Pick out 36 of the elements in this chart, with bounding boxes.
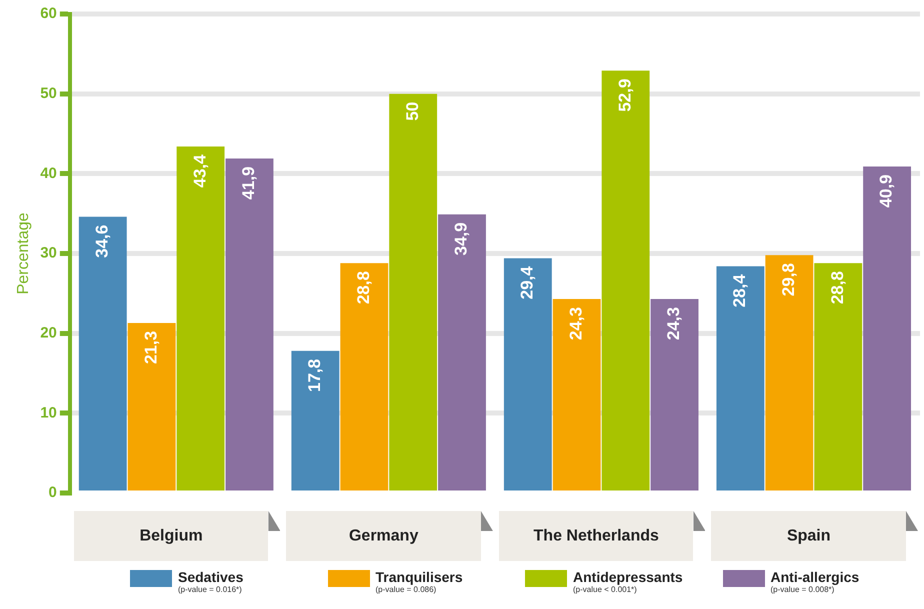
legend-label: Anti-allergics [770, 569, 860, 585]
data-label: 24,3 [566, 307, 586, 340]
data-label: 52,9 [615, 78, 634, 112]
data-label: 24,3 [664, 307, 684, 340]
data-label: 29,4 [518, 266, 537, 300]
data-label: 41,9 [239, 166, 258, 200]
data-label: 28,4 [730, 274, 750, 308]
data-label: 34,6 [92, 224, 112, 258]
data-label: 43,4 [190, 154, 210, 188]
data-label: 29,8 [778, 263, 798, 296]
data-label: 28,8 [354, 271, 373, 304]
data-label: 17,8 [305, 358, 324, 392]
y-tick-label: 10 [40, 404, 57, 422]
data-label: 28,8 [828, 271, 847, 304]
text: (p-value < 0.001*) [573, 585, 638, 595]
data-label: 34,9 [452, 222, 471, 256]
x-tick-label: The Netherlands [534, 527, 659, 544]
y-axis-title: Percentage [15, 212, 32, 294]
data-label: 50 [402, 102, 422, 121]
y-tick-label: 60 [40, 5, 57, 22]
data-label: 21,3 [141, 330, 160, 364]
legend-label: Tranquilisers [376, 569, 463, 585]
y-tick-label: 30 [40, 244, 57, 262]
text: (p-value = 0.016*) [178, 585, 243, 595]
x-tick-label: Germany [348, 527, 418, 544]
x-tick-label: Belgium [140, 527, 203, 544]
legend-label: Sedatives [178, 569, 244, 585]
y-tick-label: 0 [48, 484, 57, 502]
text: (p-value = 0.008*) [770, 585, 836, 595]
x-tick-label: Spain [786, 527, 831, 544]
y-tick-label: 40 [40, 164, 57, 182]
text: (p-value = 0.086) [376, 585, 438, 595]
data-label: 40,9 [876, 174, 896, 208]
y-tick-label: 20 [40, 324, 57, 342]
y-tick-label: 50 [40, 84, 57, 102]
legend-label: Antidepressants [573, 569, 683, 585]
